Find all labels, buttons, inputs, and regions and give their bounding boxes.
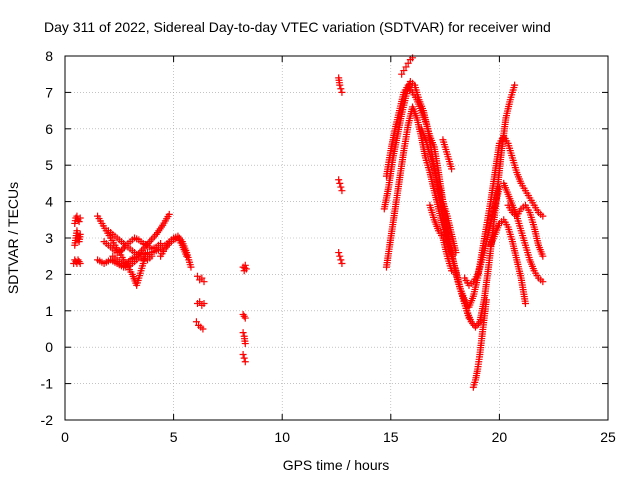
data-point (241, 314, 249, 322)
y-tick-label: -1 (41, 376, 54, 392)
x-tick-label: 15 (383, 429, 399, 445)
data-point (336, 252, 344, 260)
data-point (398, 70, 406, 78)
data-point (448, 165, 456, 173)
data-point (183, 252, 191, 260)
data-point (335, 249, 343, 257)
data-point (200, 300, 208, 308)
data-point (495, 183, 503, 191)
data-point (539, 278, 547, 286)
y-tick-label: 0 (45, 339, 53, 355)
data-point (239, 329, 247, 337)
data-point (337, 256, 345, 264)
data-point (147, 236, 155, 244)
data-point (76, 259, 84, 267)
data-point (196, 298, 204, 306)
data-point (198, 274, 206, 282)
data-point (165, 210, 173, 218)
y-tick-label: 7 (45, 84, 53, 100)
data-point (241, 261, 249, 269)
data-point (242, 265, 250, 273)
data-point (402, 63, 410, 71)
y-tick-label: 3 (45, 230, 53, 246)
data-point (192, 318, 200, 326)
data-point (193, 272, 201, 280)
data-point (335, 176, 343, 184)
axis-ticks (64, 55, 609, 421)
data-point (465, 314, 473, 322)
data-point (337, 183, 345, 191)
x-tick-label: 20 (492, 429, 508, 445)
data-point (76, 230, 84, 238)
data-point (240, 312, 248, 320)
data-point (336, 179, 344, 187)
data-point (539, 212, 547, 220)
data-point (149, 234, 157, 242)
data-point (482, 296, 490, 304)
data-point (241, 340, 249, 348)
data-point (404, 59, 412, 67)
data-point (452, 249, 460, 257)
data-point (409, 54, 417, 62)
data-point (338, 259, 346, 267)
tick-labels: 0 5 10 15 20 25 -2 -1 0 1 2 3 4 5 6 7 8 (41, 48, 616, 445)
y-tick-label: 1 (45, 303, 53, 319)
data-point (199, 325, 207, 333)
y-tick-label: 2 (45, 266, 53, 282)
y-tick-label: 5 (45, 157, 53, 173)
data-point (539, 252, 547, 260)
x-tick-label: 25 (600, 429, 616, 445)
x-tick-label: 5 (170, 429, 178, 445)
x-tick-label: 0 (61, 429, 69, 445)
data-point (240, 354, 248, 362)
data-point (239, 350, 247, 358)
y-tick-label: -2 (41, 412, 54, 428)
data-point (336, 81, 344, 89)
data-point (76, 214, 84, 222)
x-axis-title: GPS time / hours (283, 457, 390, 473)
y-tick-label: 8 (45, 48, 53, 64)
data-point (511, 81, 519, 89)
data-point (75, 218, 83, 226)
data-point (400, 67, 408, 75)
data-point (448, 267, 456, 275)
y-tick-label: 4 (45, 194, 53, 210)
data-point (337, 85, 345, 93)
data-point (338, 187, 346, 195)
data-points (70, 54, 547, 391)
y-tick-label: 6 (45, 121, 53, 137)
data-point (187, 263, 195, 271)
x-tick-label: 10 (274, 429, 290, 445)
data-point (241, 358, 249, 366)
data-point (521, 300, 529, 308)
data-point (200, 278, 208, 286)
data-point (338, 88, 346, 96)
y-axis-title: SDTVAR / TECUs (5, 182, 21, 294)
chart-title: Day 311 of 2022, Sidereal Day-to-day VTE… (44, 19, 551, 35)
